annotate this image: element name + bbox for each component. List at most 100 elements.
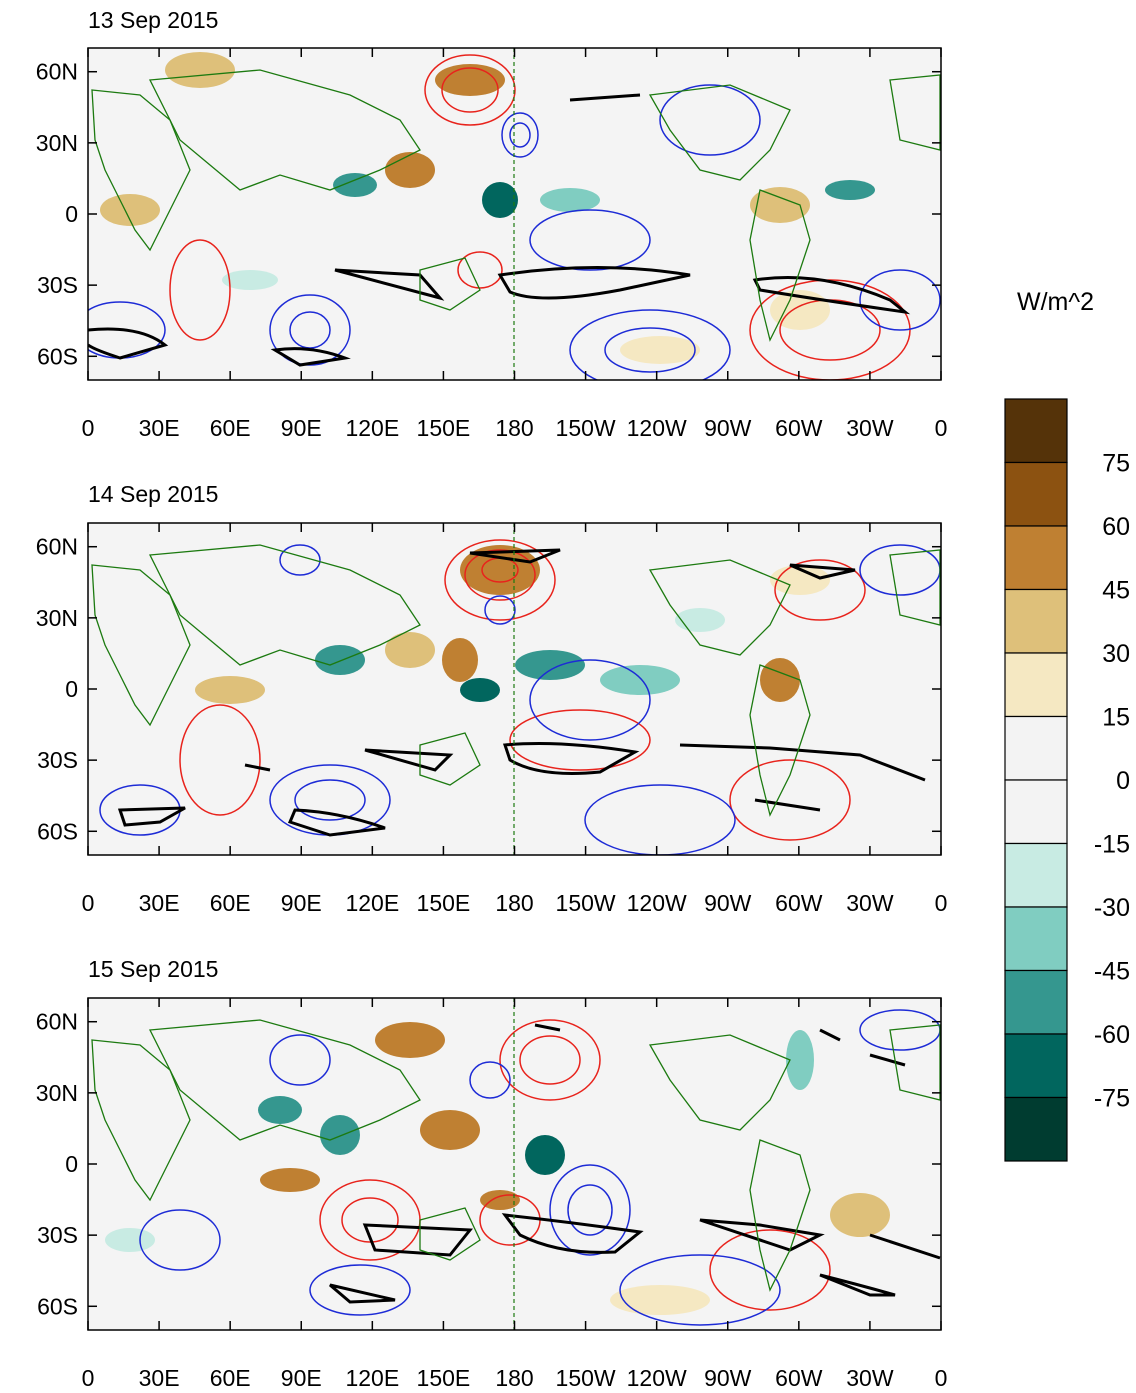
- colorbar-box: [1004, 1096, 1068, 1162]
- lat-axis-1: 60N 30N 0 30S 60S: [36, 59, 941, 369]
- colorbar-box: [1004, 588, 1068, 654]
- lon-tick-label: 180: [495, 1365, 533, 1391]
- lon-tick-label: 90W: [704, 890, 752, 916]
- lon-tick-label: 60W: [775, 415, 823, 441]
- lat-tick-label: 60S: [37, 1293, 78, 1319]
- lon-tick-label: 60E: [210, 415, 251, 441]
- lon-tick-label: 0: [82, 890, 95, 916]
- coastline-layer-1: [91, 69, 941, 342]
- colorbar-tick-label: -45: [1094, 958, 1130, 986]
- lon-tick-label: 90W: [704, 1365, 752, 1391]
- lon-tick-label: 30W: [846, 1365, 894, 1391]
- colorbar: W/m^2 75 60 45 30 15 0 -15 -30 -45 -60 -75: [1004, 288, 1130, 1162]
- lon-tick-label: 0: [82, 415, 95, 441]
- outline-layer-1: [88, 93, 911, 367]
- outline-layer-3: [329, 1023, 941, 1304]
- lon-tick-label: 30E: [139, 890, 180, 916]
- colorbar-ticks: 75 60 45 30 15 0 -15 -30 -45 -60 -75: [1094, 450, 1130, 1113]
- outline-layer-2: [117, 548, 926, 837]
- colorbar-box: [1004, 398, 1068, 464]
- colorbar-box: [1004, 1033, 1068, 1099]
- lon-tick-label: 150W: [556, 1365, 616, 1391]
- lon-tick-label: 0: [935, 415, 948, 441]
- lat-tick-label: 0: [65, 1151, 78, 1177]
- colorbar-tick-label: -60: [1094, 1021, 1130, 1049]
- panel-title-1: 13 Sep 2015: [88, 7, 218, 33]
- coastline-layer-2: [91, 544, 941, 817]
- lat-tick-label: 30N: [36, 130, 78, 156]
- lon-tick-label: 180: [495, 890, 533, 916]
- shading-layer-3: [105, 1022, 890, 1315]
- colorbar-box: [1004, 715, 1068, 781]
- lon-tick-label: 30E: [139, 1365, 180, 1391]
- lon-tick-label: 120W: [627, 1365, 687, 1391]
- colorbar-tick-label: 30: [1102, 640, 1130, 668]
- lat-tick-label: 30S: [37, 1222, 78, 1248]
- lat-tick-label: 60N: [36, 534, 78, 560]
- lon-tick-label: 0: [935, 890, 948, 916]
- lon-tick-label: 90E: [281, 415, 322, 441]
- colorbar-box: [1004, 842, 1068, 908]
- contour-layer-3: [139, 1009, 941, 1326]
- colorbar-tick-label: 75: [1102, 450, 1130, 478]
- lon-tick-label: 180: [495, 415, 533, 441]
- lon-tick-label: 60W: [775, 890, 823, 916]
- colorbar-box: [1004, 906, 1068, 972]
- lon-tick-label: 120E: [345, 415, 399, 441]
- lat-tick-label: 60N: [36, 1009, 78, 1035]
- lon-axis-2: 0 30E 60E 90E 120E 150E 180 150W 120W 90W 60W 30W 0: [82, 523, 948, 916]
- colorbar-tick-label: 15: [1102, 704, 1130, 732]
- lat-tick-label: 60S: [37, 818, 78, 844]
- lat-axis-2: 60N 30N 0 30S 60S: [36, 534, 941, 844]
- colorbar-boxes: [1004, 398, 1068, 1162]
- colorbar-box: [1004, 652, 1068, 718]
- lon-tick-label: 90E: [281, 1365, 322, 1391]
- lat-tick-label: 30N: [36, 1080, 78, 1106]
- colorbar-box: [1004, 969, 1068, 1035]
- shading-layer-2: [195, 545, 830, 704]
- lon-tick-label: 60W: [775, 1365, 823, 1391]
- colorbar-tick-label: 0: [1116, 767, 1130, 795]
- lon-tick-label: 30W: [846, 890, 894, 916]
- lat-tick-label: 0: [65, 676, 78, 702]
- lon-tick-label: 0: [82, 1365, 95, 1391]
- coastline-layer-3: [91, 1019, 941, 1292]
- lon-tick-label: 150E: [417, 890, 471, 916]
- lon-axis-1: 0 30E 60E 90E 120E 150E 180 150W 120W 90W 60W 30W 0: [82, 48, 948, 441]
- colorbar-tick-label: -15: [1094, 831, 1130, 859]
- lon-tick-label: 90W: [704, 415, 752, 441]
- lon-tick-label: 30E: [139, 415, 180, 441]
- colorbar-tick-label: 45: [1102, 577, 1130, 605]
- lat-tick-label: 30S: [37, 747, 78, 773]
- lat-tick-label: 30S: [37, 272, 78, 298]
- colorbar-tick-label: -30: [1094, 894, 1130, 922]
- lon-tick-label: 60E: [210, 1365, 251, 1391]
- contour-layer-2: [99, 539, 941, 855]
- lat-axis-3: 60N 30N 0 30S 60S: [36, 1009, 941, 1319]
- lon-tick-label: 120E: [345, 890, 399, 916]
- lat-tick-label: 60N: [36, 59, 78, 85]
- colorbar-unit-label: W/m^2: [1017, 288, 1094, 316]
- lon-tick-label: 120W: [627, 415, 687, 441]
- lon-axis-3: 0 30E 60E 90E 120E 150E 180 150W 120W 90W 60W 30W 0: [82, 998, 948, 1391]
- colorbar-box: [1004, 779, 1068, 845]
- panel-title-3: 15 Sep 2015: [88, 956, 218, 982]
- lon-tick-label: 30W: [846, 415, 894, 441]
- lat-tick-label: 60S: [37, 343, 78, 369]
- colorbar-tick-label: -75: [1094, 1085, 1130, 1113]
- lon-tick-label: 120E: [345, 1365, 399, 1391]
- colorbar-tick-label: 60: [1102, 513, 1130, 541]
- lat-tick-label: 30N: [36, 605, 78, 631]
- colorbar-box: [1004, 461, 1068, 527]
- lon-tick-label: 0: [935, 1365, 948, 1391]
- map-panel-1: 13 Sep 2015: [36, 7, 948, 441]
- panel-title-2: 14 Sep 2015: [88, 481, 218, 507]
- lon-tick-label: 120W: [627, 890, 687, 916]
- lon-tick-label: 150W: [556, 890, 616, 916]
- colorbar-box: [1004, 525, 1068, 591]
- map-panel-2: 14 Sep 2015: [36, 481, 948, 916]
- lon-tick-label: 150W: [556, 415, 616, 441]
- map-panel-3: 15 Sep 2015: [36, 956, 948, 1391]
- lon-tick-label: 90E: [281, 890, 322, 916]
